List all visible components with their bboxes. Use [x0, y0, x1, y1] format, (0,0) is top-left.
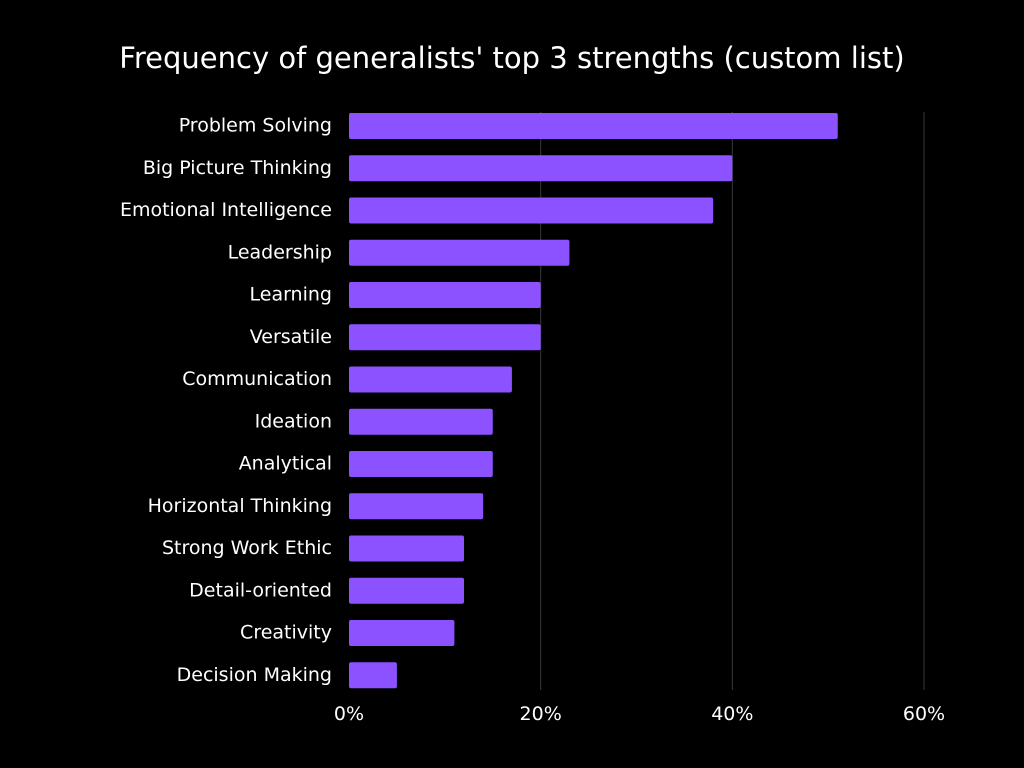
x-tick-label: 20%: [520, 703, 562, 725]
category-label: Ideation: [255, 410, 332, 432]
category-label: Communication: [182, 368, 332, 390]
bar-detail-oriented: [349, 577, 464, 604]
bar-communication: [349, 366, 512, 393]
category-label: Leadership: [228, 241, 332, 263]
category-label: Analytical: [239, 453, 332, 475]
chart-title: Frequency of generalists' top 3 strength…: [119, 41, 904, 75]
category-label: Emotional Intelligence: [120, 199, 332, 221]
category-labels: Problem Solving Big Picture Thinking Emoti…: [120, 115, 332, 686]
x-tick-label: 0%: [334, 703, 364, 725]
x-axis-tick-labels: 0% 20% 40% 60%: [334, 703, 945, 725]
bar-big-picture-thinking: [349, 155, 733, 182]
category-label: Problem Solving: [179, 115, 332, 137]
bar-strong-work-ethic: [349, 535, 464, 562]
category-label: Learning: [250, 284, 333, 306]
bar-problem-solving: [349, 113, 838, 139]
bar-leadership: [349, 239, 570, 266]
category-label: Creativity: [240, 622, 332, 644]
category-label: Decision Making: [177, 664, 332, 686]
category-label: Big Picture Thinking: [143, 157, 332, 179]
x-tick-label: 60%: [903, 703, 945, 725]
category-label: Detail-oriented: [189, 579, 332, 601]
category-label: Horizontal Thinking: [148, 495, 332, 517]
bar-creativity: [349, 620, 455, 646]
bars: [349, 113, 838, 689]
category-label: Versatile: [250, 326, 332, 348]
bar-decision-making: [349, 662, 397, 689]
bar-versatile: [349, 324, 541, 351]
bar-analytical: [349, 451, 493, 477]
category-label: Strong Work Ethic: [162, 537, 332, 559]
bar-ideation: [349, 408, 493, 435]
bar-horizontal-thinking: [349, 493, 484, 520]
bar-emotional-intelligence: [349, 197, 714, 224]
x-tick-label: 40%: [711, 703, 753, 725]
bar-learning: [349, 282, 541, 308]
